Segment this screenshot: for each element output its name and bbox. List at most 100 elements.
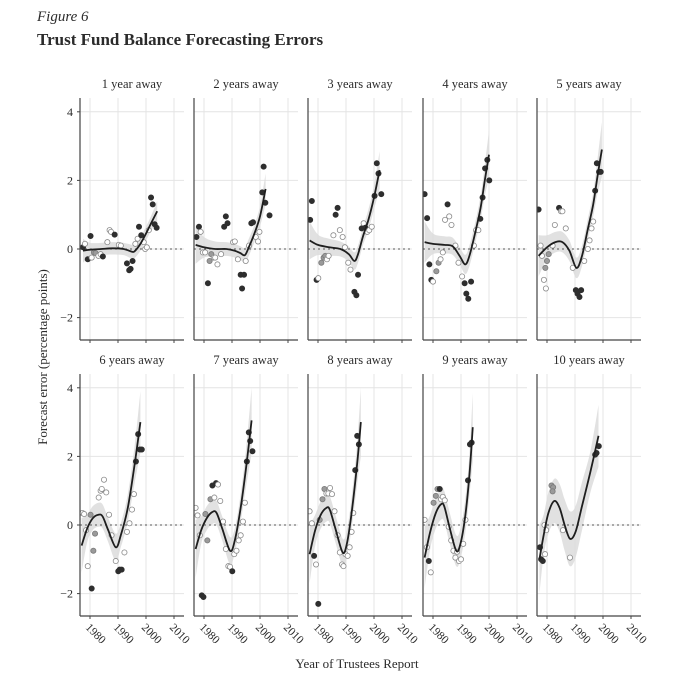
data-point (112, 558, 119, 565)
panel-plot-area (194, 163, 298, 292)
data-point (584, 245, 591, 252)
data-point (88, 585, 95, 592)
x-tick-label: 1980 (426, 622, 451, 647)
data-point (204, 537, 211, 544)
confidence-band (424, 392, 473, 589)
figure-title: Trust Fund Balance Forecasting Errors (37, 30, 324, 49)
data-point (123, 528, 130, 535)
data-point (241, 499, 248, 506)
confidence-band (539, 404, 599, 594)
data-point (249, 219, 256, 226)
data-point (148, 194, 155, 201)
data-point (90, 547, 97, 554)
smooth-fit-line (309, 169, 381, 262)
data-point (315, 275, 322, 282)
data-point (468, 278, 475, 285)
data-point (331, 508, 338, 515)
y-tick-label: 0 (67, 518, 73, 532)
y-tick-label: 2 (67, 173, 73, 187)
data-point (430, 499, 437, 506)
data-point (214, 481, 221, 488)
data-point (446, 213, 453, 220)
data-point (231, 238, 238, 245)
panel-title: 7 years away (213, 353, 279, 367)
data-point (138, 232, 145, 239)
data-point (559, 208, 566, 215)
panel-plot-area (423, 392, 527, 589)
data-point (424, 215, 431, 222)
data-point (99, 253, 106, 260)
figure-label: Figure 6 (37, 9, 89, 25)
panel-plot-area (537, 122, 641, 301)
data-point (308, 508, 313, 515)
data-point (229, 568, 236, 575)
data-point (318, 259, 325, 266)
data-point (237, 532, 244, 539)
data-point (121, 549, 128, 556)
data-point (217, 497, 224, 504)
data-point (423, 516, 428, 523)
data-point (325, 252, 332, 259)
smooth-fit-line (423, 427, 474, 558)
x-tick-label: 2010 (510, 622, 535, 647)
data-point (537, 206, 542, 213)
data-point (98, 485, 105, 492)
data-point (346, 544, 353, 551)
panel-plot-area (537, 404, 641, 594)
data-point (448, 221, 455, 228)
data-point (545, 251, 552, 258)
data-point (439, 249, 446, 256)
smooth-fit-line (195, 188, 267, 257)
panel-plot-area (423, 130, 527, 302)
data-point (88, 254, 95, 261)
data-point (463, 290, 470, 297)
data-point (542, 285, 549, 292)
data-point (81, 511, 88, 518)
data-point (315, 600, 322, 607)
y-tick-label: −2 (60, 311, 73, 325)
data-point (308, 216, 314, 223)
smooth-fit-line (308, 422, 362, 555)
data-point (355, 271, 362, 278)
data-point (126, 520, 133, 527)
confidence-band (424, 130, 489, 275)
data-point (87, 511, 94, 518)
panel-2: 2 years away (193, 77, 298, 343)
panel-8: 8 years away 1980 1990 2000 2010 (307, 353, 420, 647)
data-point (578, 287, 585, 294)
data-point (260, 163, 267, 170)
data-point (429, 278, 436, 285)
data-point (266, 212, 273, 219)
smooth-fit-line (80, 421, 142, 549)
data-point (328, 491, 335, 498)
x-axis-title: Year of Trustees Report (295, 656, 419, 671)
panel-plot-area (80, 391, 184, 592)
data-point (249, 448, 256, 455)
data-point (311, 552, 318, 559)
data-point (127, 265, 134, 272)
x-tick-label: 1990 (225, 622, 250, 647)
data-point (586, 237, 593, 244)
data-point (336, 227, 343, 234)
data-point (200, 594, 207, 601)
data-point (332, 211, 339, 218)
y-tick-label: 4 (67, 105, 73, 119)
data-point (425, 558, 432, 565)
data-point (129, 258, 136, 265)
x-tick-label: 1980 (540, 622, 565, 647)
data-point (313, 561, 320, 568)
data-point (345, 259, 352, 266)
x-tick-label: 2010 (624, 622, 649, 647)
data-point (212, 254, 219, 261)
x-tick-label: 1990 (568, 622, 593, 647)
data-point (423, 191, 428, 198)
data-point (214, 261, 221, 268)
data-point (542, 264, 549, 271)
data-point (457, 556, 464, 563)
data-point (134, 235, 141, 242)
data-point (544, 258, 551, 265)
y-tick-label: 4 (67, 381, 73, 395)
data-point (202, 511, 209, 518)
smooth-fit-line (194, 420, 253, 553)
